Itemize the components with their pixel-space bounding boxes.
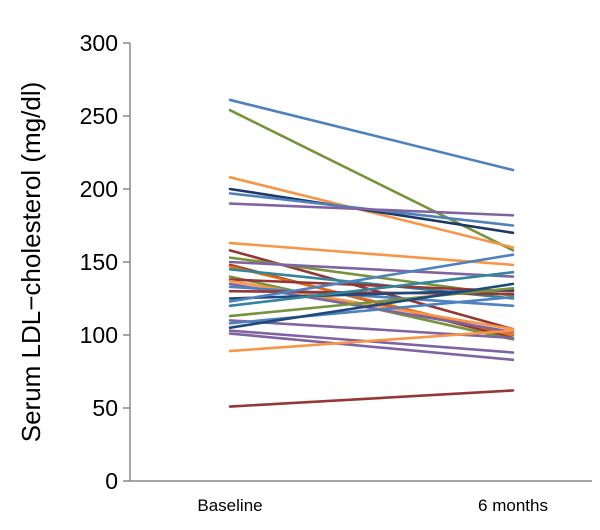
patient-line-30 xyxy=(228,389,515,408)
x-axis-ticks: Baseline 6 months xyxy=(197,496,548,515)
patient-line-1 xyxy=(228,98,515,172)
y-tick-label: 200 xyxy=(80,176,118,202)
y-axis-title: Serum LDL−cholesterol (mg/dl) xyxy=(16,82,46,443)
y-tick-label: 250 xyxy=(80,103,118,129)
y-tick-label: 150 xyxy=(80,249,118,275)
x-category-label: Baseline xyxy=(197,496,262,515)
patient-line-26 xyxy=(228,282,515,330)
series-lines xyxy=(228,98,515,408)
y-tick-label: 300 xyxy=(80,30,118,56)
patient-line-4 xyxy=(228,187,515,235)
y-tick-label: 100 xyxy=(80,322,118,348)
patient-line-28 xyxy=(228,332,515,362)
patient-line-23 xyxy=(228,286,515,318)
patient-line-2 xyxy=(228,108,515,252)
patient-line-21 xyxy=(228,253,515,303)
patient-line-25 xyxy=(228,295,515,325)
patient-line-10 xyxy=(228,260,515,278)
patient-line-6 xyxy=(228,202,515,217)
patient-line-15 xyxy=(228,278,515,293)
y-axis-ticks: 0 50 100 150 200 250 300 xyxy=(80,30,130,494)
axes xyxy=(129,43,592,482)
y-tick-label: 0 xyxy=(105,468,118,494)
patient-line-29 xyxy=(228,329,515,353)
x-category-label: 6 months xyxy=(478,496,548,515)
y-tick-label: 50 xyxy=(92,395,118,421)
patient-line-22 xyxy=(228,270,515,308)
patient-line-3 xyxy=(228,176,515,249)
